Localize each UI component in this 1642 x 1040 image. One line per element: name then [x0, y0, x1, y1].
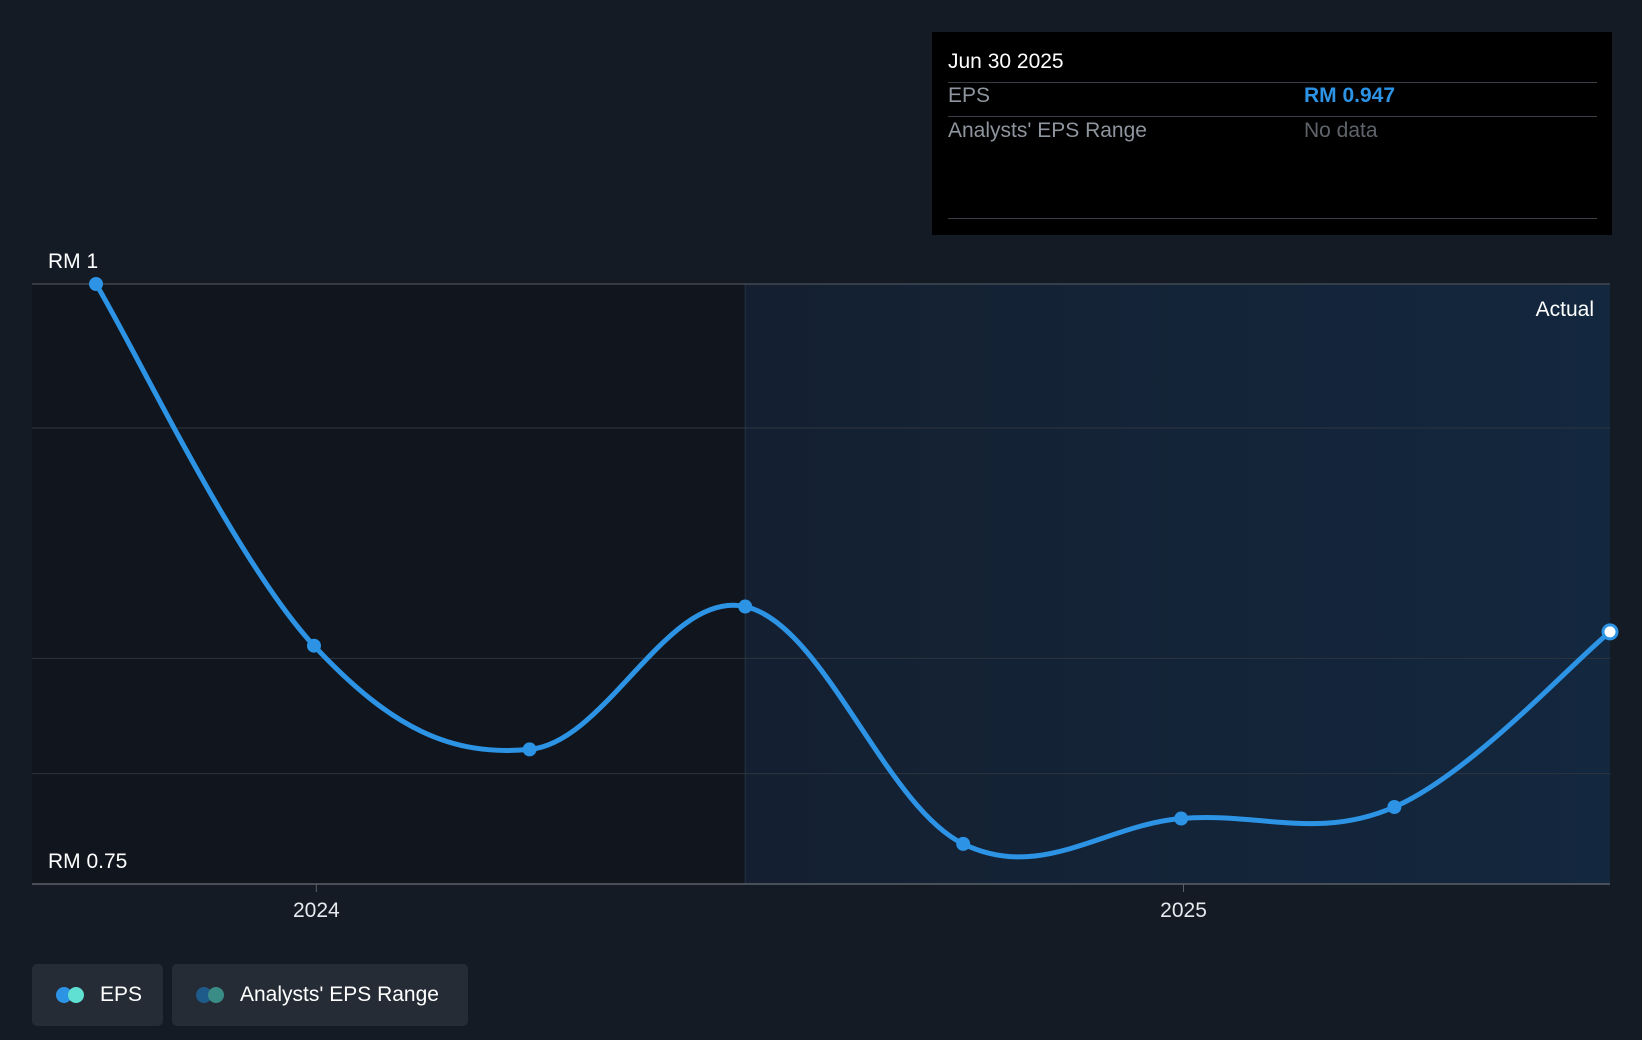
- tooltip-divider: [948, 82, 1597, 83]
- tooltip-divider: [948, 116, 1597, 117]
- eps-point: [1387, 800, 1402, 815]
- x-tick-label: 2025: [1160, 899, 1207, 922]
- eps-point: [306, 638, 321, 653]
- past-region: [32, 284, 746, 884]
- tooltip-range-value: No data: [1304, 119, 1378, 142]
- tooltip-date: Jun 30 2025: [948, 50, 1064, 73]
- eps-point-highlighted: [1601, 623, 1619, 641]
- x-tick-label: 2024: [293, 899, 340, 922]
- legend-eps-button[interactable]: EPS: [32, 964, 163, 1026]
- eps-point: [738, 599, 753, 614]
- eps-point: [522, 742, 537, 757]
- tooltip-eps-label: EPS: [948, 84, 991, 107]
- eps-point: [956, 836, 971, 851]
- tooltip-range-label: Analysts' EPS Range: [948, 119, 1147, 142]
- y-tick-label-top: RM 1: [48, 250, 98, 273]
- analysts-range-legend-icon: [196, 987, 226, 1003]
- actual-region: [745, 284, 1610, 884]
- eps-legend-icon: [56, 987, 86, 1003]
- actual-region-label: Actual: [1536, 298, 1594, 321]
- legend-analysts-range-button[interactable]: Analysts' EPS Range: [172, 964, 468, 1026]
- tooltip-panel: Jun 30 2025 EPS RM 0.947 Analysts' EPS R…: [932, 32, 1612, 235]
- tooltip-divider: [948, 218, 1597, 219]
- legend-analysts-range-label: Analysts' EPS Range: [240, 983, 439, 1006]
- tooltip-eps-value: RM 0.947: [1304, 84, 1396, 107]
- legend-eps-label: EPS: [100, 983, 143, 1006]
- eps-point: [1174, 811, 1189, 826]
- eps-point: [89, 277, 103, 291]
- y-tick-label-bottom: RM 0.75: [48, 850, 127, 873]
